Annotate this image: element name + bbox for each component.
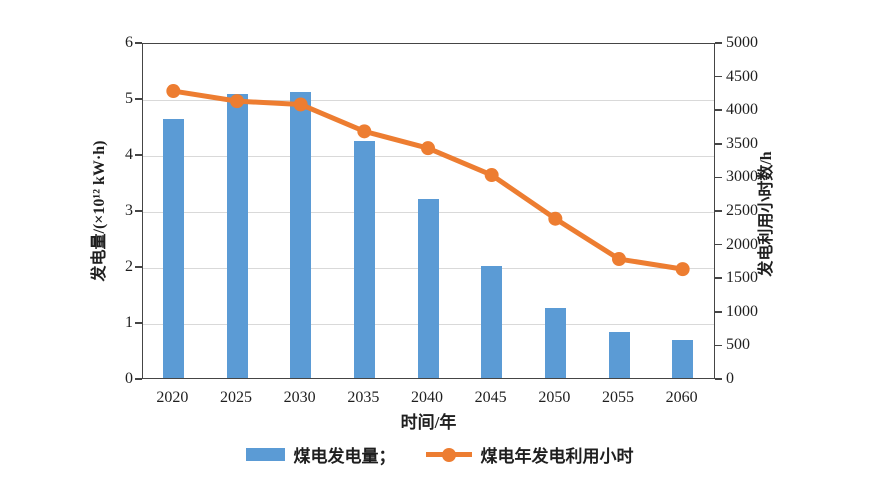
line-series-label: 煤电年发电利用小时 — [480, 447, 634, 466]
left-tickmark-4 — [135, 154, 142, 156]
x-tick-2025: 2025 — [220, 389, 252, 406]
right-tickmark-2000 — [715, 243, 722, 246]
right-tickmark-2500 — [715, 210, 722, 212]
plot-area — [142, 43, 715, 379]
legend-item-bar: 煤电发电量； — [245, 442, 396, 467]
legend-item-line: 煤电年发电利用小时 — [425, 442, 634, 467]
line-series-marker — [425, 447, 472, 462]
right-tick-1500: 1500 — [726, 269, 758, 287]
left-tick-3: 3 — [125, 202, 133, 219]
line-point-2055 — [612, 252, 626, 267]
left-tickmark-1 — [135, 322, 142, 324]
gridline-5 — [143, 99, 714, 101]
bar-2020 — [162, 118, 184, 378]
x-tick-2020: 2020 — [156, 389, 189, 406]
left-tick-1: 1 — [125, 314, 133, 331]
x-tick-2045: 2045 — [474, 389, 507, 406]
right-tick-4000: 4000 — [726, 101, 758, 119]
bar-2045 — [481, 266, 503, 378]
right-tickmark-4000 — [715, 109, 722, 111]
bar-2040 — [417, 198, 439, 378]
right-tickmark-5000 — [715, 42, 722, 44]
line-point-2050 — [548, 211, 563, 226]
line-point-2035 — [357, 124, 372, 139]
legend: 煤电发电量； 煤电年发电利用小时 — [0, 442, 879, 467]
left-tickmark-3 — [135, 210, 142, 212]
x-tick-2050: 2050 — [538, 389, 571, 406]
bar-series-swatch — [245, 448, 285, 461]
right-tickmark-3000 — [715, 176, 722, 179]
right-tickmark-3500 — [715, 143, 722, 145]
left-tick-2: 2 — [125, 258, 133, 275]
line-series-dot-icon — [441, 447, 456, 462]
right-tickmark-1500 — [715, 277, 722, 279]
x-tick-2030: 2030 — [283, 389, 316, 406]
line-point-2040 — [421, 141, 435, 156]
bar-2060 — [672, 340, 694, 378]
bar-2055 — [608, 332, 630, 378]
right-tick-1000: 1000 — [726, 302, 758, 320]
right-tickmark-1000 — [715, 311, 722, 313]
line-point-2030 — [293, 97, 308, 112]
right-tickmark-4500 — [715, 75, 722, 78]
line-point-2060 — [675, 262, 690, 277]
line-series — [166, 84, 690, 277]
right-tick-3000: 3000 — [726, 168, 758, 186]
line-point-2025 — [230, 94, 244, 109]
bar-series-label: 煤电发电量； — [293, 447, 396, 466]
x-tick-2040: 2040 — [411, 389, 443, 406]
x-axis-title: 时间/年 — [400, 413, 457, 432]
x-tick-2035: 2035 — [347, 389, 380, 406]
right-tickmark-500 — [715, 344, 722, 347]
right-tick-4500: 4500 — [726, 67, 758, 85]
bar-2025 — [226, 93, 248, 378]
gridline-4 — [143, 155, 714, 157]
left-tick-6: 6 — [125, 34, 133, 51]
left-tickmark-0 — [135, 378, 142, 380]
right-tick-500: 500 — [726, 336, 750, 354]
left-tickmark-6 — [135, 42, 142, 44]
left-tickmark-2 — [135, 266, 142, 268]
right-tick-5000: 5000 — [726, 34, 758, 51]
left-tick-5: 5 — [125, 90, 133, 107]
right-tickmark-0 — [715, 378, 722, 380]
line-point-2045 — [484, 168, 499, 183]
right-tick-2000: 2000 — [726, 235, 758, 253]
right-tick-0: 0 — [726, 370, 734, 387]
left-tickmark-5 — [135, 98, 142, 100]
left-tick-4: 4 — [125, 146, 133, 163]
bar-2050 — [544, 308, 566, 378]
left-tick-0: 0 — [125, 370, 133, 387]
bar-2035 — [353, 140, 375, 378]
line-point-2020 — [166, 84, 181, 99]
bar-2030 — [290, 92, 312, 378]
x-tick-2060: 2060 — [665, 389, 698, 406]
right-tick-2500: 2500 — [726, 202, 758, 219]
right-tick-3500: 3500 — [726, 134, 758, 152]
x-tick-2055: 2055 — [602, 389, 634, 406]
